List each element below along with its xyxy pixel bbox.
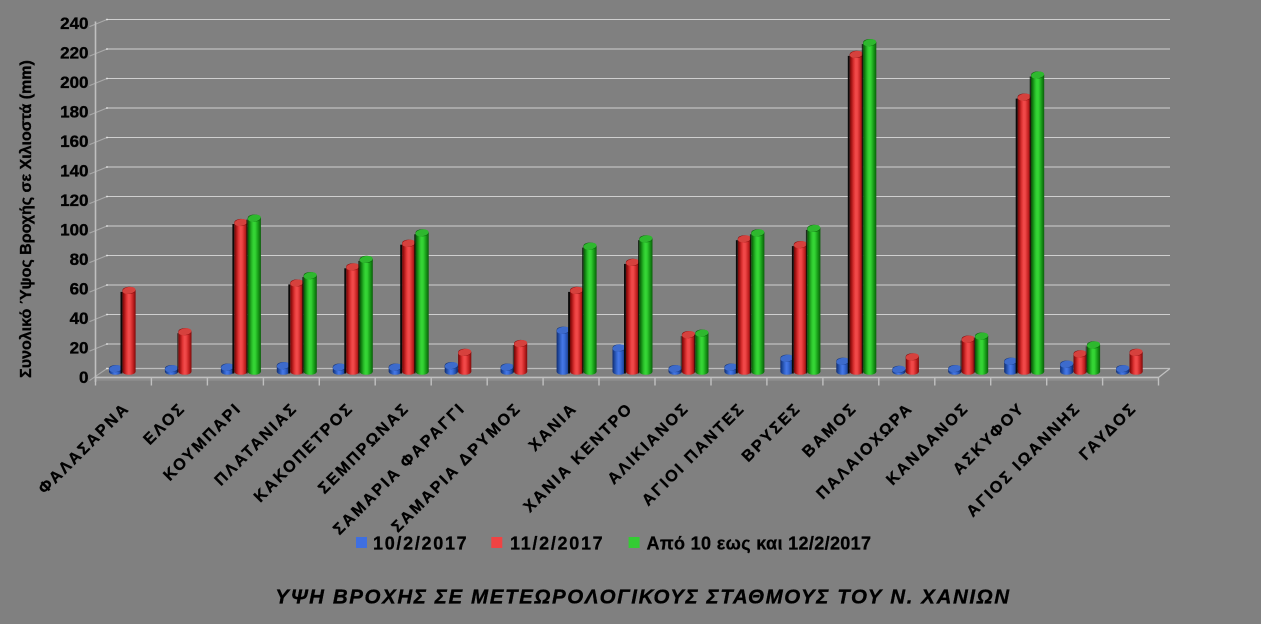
svg-text:180: 180 [60, 103, 88, 122]
svg-text:120: 120 [60, 191, 88, 210]
svg-text:160: 160 [60, 132, 88, 151]
svg-text:40: 40 [70, 309, 89, 328]
svg-text:Από 10 εως και 12/2/2017: Από 10 εως και 12/2/2017 [647, 534, 872, 554]
svg-text:200: 200 [60, 73, 88, 92]
svg-text:20: 20 [70, 339, 89, 358]
svg-text:220: 220 [60, 44, 88, 63]
svg-text:ΥΨΗ ΒΡΟΧΗΣ ΣΕ ΜΕΤΕΩΡΟΛΟΓΙΚΟΥΣ: ΥΨΗ ΒΡΟΧΗΣ ΣΕ ΜΕΤΕΩΡΟΛΟΓΙΚΟΥΣ ΣΤΑΘΜΟΥΣ Τ… [275, 586, 1010, 609]
svg-text:60: 60 [70, 280, 89, 299]
svg-text:10/2/2017: 10/2/2017 [373, 534, 468, 554]
svg-text:80: 80 [70, 250, 89, 269]
svg-text:Συνολικό Ύψος Βροχής σε Χιλιοσ: Συνολικό Ύψος Βροχής σε Χιλιοστά (mm) [18, 60, 35, 378]
svg-text:100: 100 [60, 221, 88, 240]
svg-text:140: 140 [60, 162, 88, 181]
svg-text:11/2/2017: 11/2/2017 [510, 534, 604, 554]
svg-text:0: 0 [79, 368, 88, 387]
svg-text:240: 240 [60, 14, 88, 33]
